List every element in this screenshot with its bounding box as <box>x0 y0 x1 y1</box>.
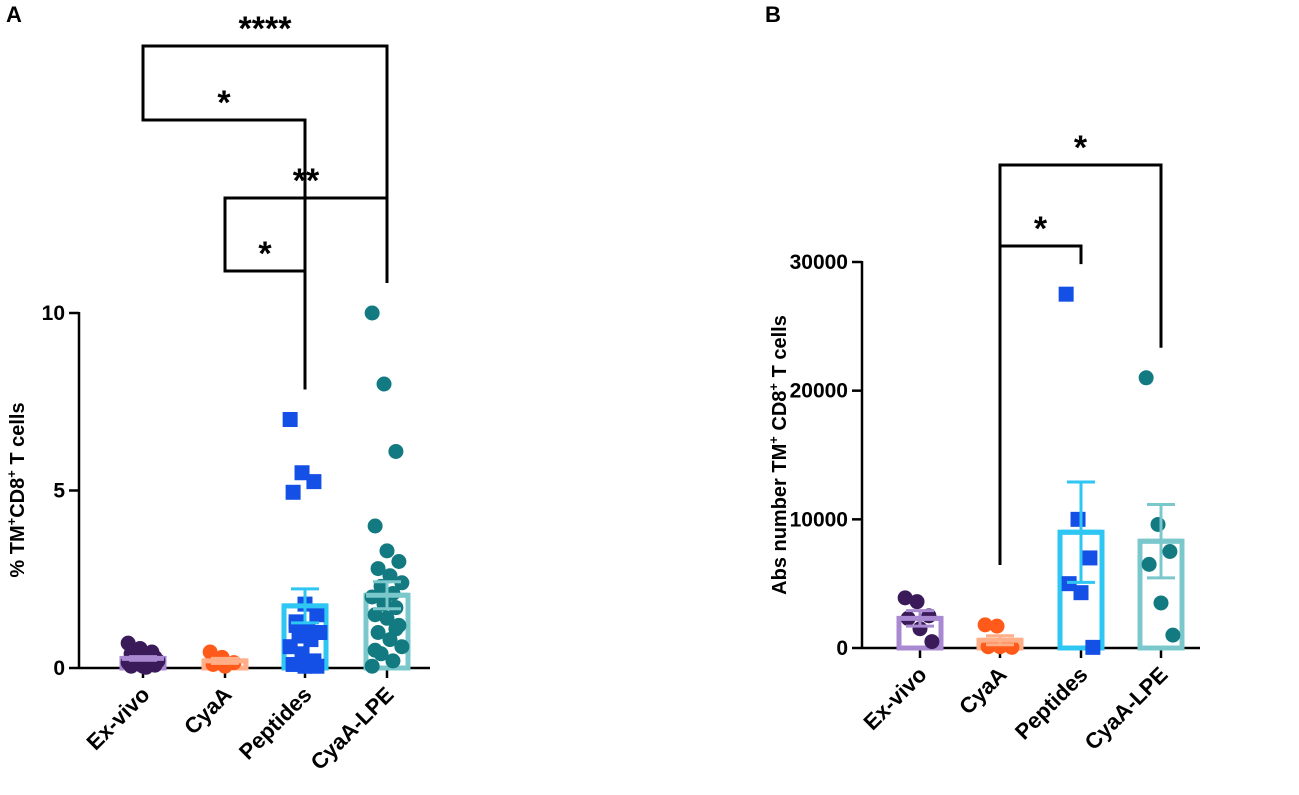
panel-a-point-cyaa-lpe <box>376 376 392 392</box>
panel-a-significance-bracket <box>141 100 307 390</box>
panel-b-point-cyaa-lpe <box>1138 370 1154 386</box>
panel-b-x-label-cyaa-lpe: CyaA-LPE <box>1080 662 1173 755</box>
panel-a-ylabel-sup1: + <box>4 517 19 525</box>
panel-a-y-tick-label: 10 <box>42 302 65 325</box>
panel-b-point-cyaa <box>989 618 1005 634</box>
panel-a-point-peptides <box>306 474 322 490</box>
panel-b-ylabel-sup1: + <box>766 436 781 444</box>
panel-a-point-peptides <box>297 658 313 674</box>
panel-a-point-cyaa-lpe <box>370 625 386 640</box>
panel-a-y-tick-label: 5 <box>53 480 65 503</box>
panel-b-point-cyaa-lpe <box>1141 556 1157 572</box>
panel-a-point-peptides <box>282 412 298 427</box>
panel-b-y-tick-label: 20000 <box>790 380 848 403</box>
panel-b-point-ex-vivo <box>924 634 940 650</box>
panel-a-point-cyaa-lpe <box>364 658 380 674</box>
panel-b-y-tick-label: 10000 <box>790 508 848 531</box>
panel-b-ylabel-part3: T cells <box>769 315 791 383</box>
panel-b-point-cyaa-lpe <box>1165 627 1181 643</box>
panel-a-point-cyaa-lpe <box>364 305 380 321</box>
panel-a-ylabel-part2: CD8 <box>7 478 29 518</box>
panel-a-significance-bracket <box>223 253 307 390</box>
panel-b-ylabel-sup2: + <box>766 383 781 391</box>
panel-b-point-peptides <box>1085 639 1101 655</box>
panel-b-point-peptides <box>1070 511 1086 527</box>
panel-a-x-label-cyaa-lpe: CyaA-LPE <box>306 682 399 775</box>
panel-b-point-ex-vivo <box>909 594 925 610</box>
panel-a-significance-label: * <box>258 235 272 273</box>
panel-b-point-cyaa-lpe <box>1153 595 1169 611</box>
panel-a-point-cyaa-lpe <box>367 642 383 658</box>
panel-b-x-label-cyaa: CyaA <box>954 662 1012 720</box>
panel-b-point-cyaa-lpe <box>1162 544 1178 559</box>
panel-b-point-ex-vivo <box>897 590 913 606</box>
panel-a-ylabel: % TM+CD8+ T cells <box>4 402 29 577</box>
panel-a-x-label-cyaa: CyaA <box>179 682 237 740</box>
panel-a-point-cyaa-lpe <box>388 443 404 459</box>
panel-b-ylabel: Abs number TM+ CD8+ T cells <box>766 315 791 595</box>
panel-a-point-cyaa-lpe <box>379 610 395 626</box>
panel-b-significance-bracket <box>998 244 1083 565</box>
panel-a-point-cyaa <box>202 644 218 660</box>
panel-a-point-peptides <box>285 656 301 672</box>
panel-a-point-peptides <box>294 465 310 481</box>
panel-a-point-ex-vivo <box>138 659 154 675</box>
panel-a-significance-label: * <box>217 84 231 122</box>
panel-a-point-cyaa-lpe <box>385 653 401 669</box>
panel-a-y-tick-label: 0 <box>53 657 65 680</box>
panel-a-point-cyaa-lpe <box>367 518 383 534</box>
panel-a-point-cyaa-lpe <box>388 621 404 637</box>
panel-a-ylabel-part1: % TM <box>7 525 29 577</box>
panel-a-point-peptides <box>309 658 325 674</box>
panel-a-significance-label: **** <box>239 10 293 48</box>
panel-a-point-cyaa-lpe <box>367 607 383 623</box>
panel-a-x-label-ex-vivo: Ex-vivo <box>82 682 155 755</box>
panel-a-significance-bracket <box>141 44 389 283</box>
panel-a-ylabel-sup2: + <box>4 470 19 478</box>
panel-a-point-cyaa-lpe <box>370 561 386 577</box>
panel-b-y-tick-label: 0 <box>836 637 848 660</box>
panel-a-point-peptides <box>288 617 304 633</box>
panel-a-significance-bracket <box>223 196 389 283</box>
panel-a-point-cyaa-lpe <box>382 568 398 584</box>
panel-a-point-cyaa-lpe <box>391 554 407 569</box>
panel-a-letter: A <box>6 2 22 27</box>
panel-b-point-cyaa <box>980 639 996 655</box>
panel-b-ylabel-part2: CD8 <box>769 391 791 437</box>
panel-a-point-cyaa-lpe <box>379 543 395 559</box>
panel-a-point-cyaa-lpe <box>394 639 410 655</box>
panel-b-significance-label: * <box>1074 129 1088 167</box>
panel-a-x-label-peptides: Peptides <box>234 682 317 765</box>
panel-b-letter: B <box>765 2 781 27</box>
panel-a-point-peptides <box>285 484 301 500</box>
panel-a-point-peptides <box>282 639 298 655</box>
panel-b-point-peptides <box>1073 585 1089 601</box>
panel-a-point-cyaa-lpe <box>394 575 410 591</box>
panel-b-point-cyaa <box>977 617 993 633</box>
panel-b-point-peptides <box>1058 286 1074 302</box>
panel-b-chart: B Abs number TM+ CD8+ T cells 0100002000… <box>765 2 1200 755</box>
panel-a-significance-label: ** <box>293 162 320 200</box>
panel-a-point-peptides <box>309 607 325 623</box>
panel-a-point-peptides <box>303 632 319 648</box>
panel-b-ylabel-part1: Abs number TM <box>769 444 791 595</box>
panel-b-point-peptides <box>1082 550 1098 566</box>
panel-b-point-cyaa <box>992 639 1008 655</box>
panel-a-ylabel-part3: T cells <box>7 402 29 470</box>
panel-b-x-label-ex-vivo: Ex-vivo <box>859 662 932 735</box>
panel-b-x-label-peptides: Peptides <box>1010 662 1093 745</box>
panel-b-point-cyaa-lpe <box>1150 516 1166 532</box>
panel-b-y-tick-label: 30000 <box>790 251 848 274</box>
panel-b-significance-label: * <box>1034 210 1048 248</box>
